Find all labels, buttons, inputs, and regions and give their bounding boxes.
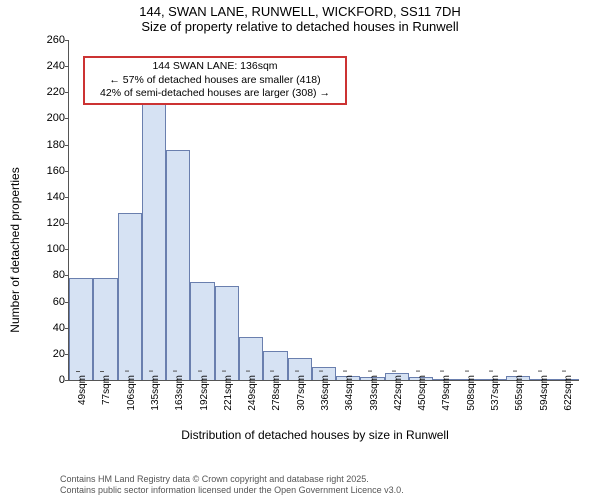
y-tick: 140: [39, 191, 65, 203]
y-tick: 240: [39, 60, 65, 72]
histogram-bar: [69, 278, 93, 380]
y-tick: 200: [39, 112, 65, 124]
histogram-bar: [239, 337, 263, 380]
x-axis-label: Distribution of detached houses by size …: [181, 428, 448, 442]
histogram-bar: [166, 150, 190, 380]
x-tick: 336sqm: [320, 375, 331, 411]
x-tick: 565sqm: [514, 375, 525, 411]
title-line-1: 144, SWAN LANE, RUNWELL, WICKFORD, SS11 …: [0, 0, 600, 19]
y-tick: 20: [39, 348, 65, 360]
annotation-line-1: 144 SWAN LANE: 136sqm: [89, 60, 341, 74]
x-tick: 622sqm: [563, 375, 574, 411]
x-tick: 278sqm: [271, 375, 282, 411]
annotation-line-2: ← 57% of detached houses are smaller (41…: [89, 74, 341, 88]
x-tick: 163sqm: [174, 375, 185, 411]
footer-attribution: Contains HM Land Registry data © Crown c…: [60, 474, 404, 496]
y-tick: 220: [39, 86, 65, 98]
plot-area: 02040608010012014016018020022024026049sq…: [68, 40, 579, 381]
x-tick: 249sqm: [247, 375, 258, 411]
y-tick: 0: [39, 374, 65, 386]
x-tick: 508sqm: [466, 375, 477, 411]
x-tick: 537sqm: [490, 375, 501, 411]
chart-container: Number of detached properties 0204060801…: [50, 40, 580, 460]
title-line-2: Size of property relative to detached ho…: [0, 19, 600, 34]
histogram-bar: [215, 286, 239, 380]
y-tick: 60: [39, 296, 65, 308]
y-tick: 260: [39, 34, 65, 46]
x-tick: 106sqm: [126, 375, 137, 411]
y-tick: 160: [39, 165, 65, 177]
footer-line-1: Contains HM Land Registry data © Crown c…: [60, 474, 404, 485]
x-tick: 594sqm: [539, 375, 550, 411]
x-tick: 307sqm: [296, 375, 307, 411]
y-tick: 40: [39, 322, 65, 334]
histogram-bar: [93, 278, 117, 380]
x-tick: 77sqm: [101, 375, 112, 405]
histogram-bar: [142, 103, 166, 380]
x-tick: 135sqm: [150, 375, 161, 411]
y-tick: 80: [39, 269, 65, 281]
x-tick: 221sqm: [223, 375, 234, 411]
histogram-bar: [118, 213, 142, 380]
histogram-bar: [190, 282, 214, 380]
y-tick: 100: [39, 243, 65, 255]
x-tick: 450sqm: [417, 375, 428, 411]
y-tick: 120: [39, 217, 65, 229]
x-tick: 393sqm: [369, 375, 380, 411]
x-tick: 422sqm: [393, 375, 404, 411]
x-tick: 192sqm: [199, 375, 210, 411]
y-axis-label: Number of detached properties: [8, 167, 22, 332]
x-tick: 479sqm: [441, 375, 452, 411]
annotation-box: 144 SWAN LANE: 136sqm← 57% of detached h…: [83, 56, 347, 105]
y-tick: 180: [39, 139, 65, 151]
footer-line-2: Contains public sector information licen…: [60, 485, 404, 496]
x-tick: 364sqm: [344, 375, 355, 411]
x-tick: 49sqm: [77, 375, 88, 405]
annotation-line-3: 42% of semi-detached houses are larger (…: [89, 87, 341, 101]
